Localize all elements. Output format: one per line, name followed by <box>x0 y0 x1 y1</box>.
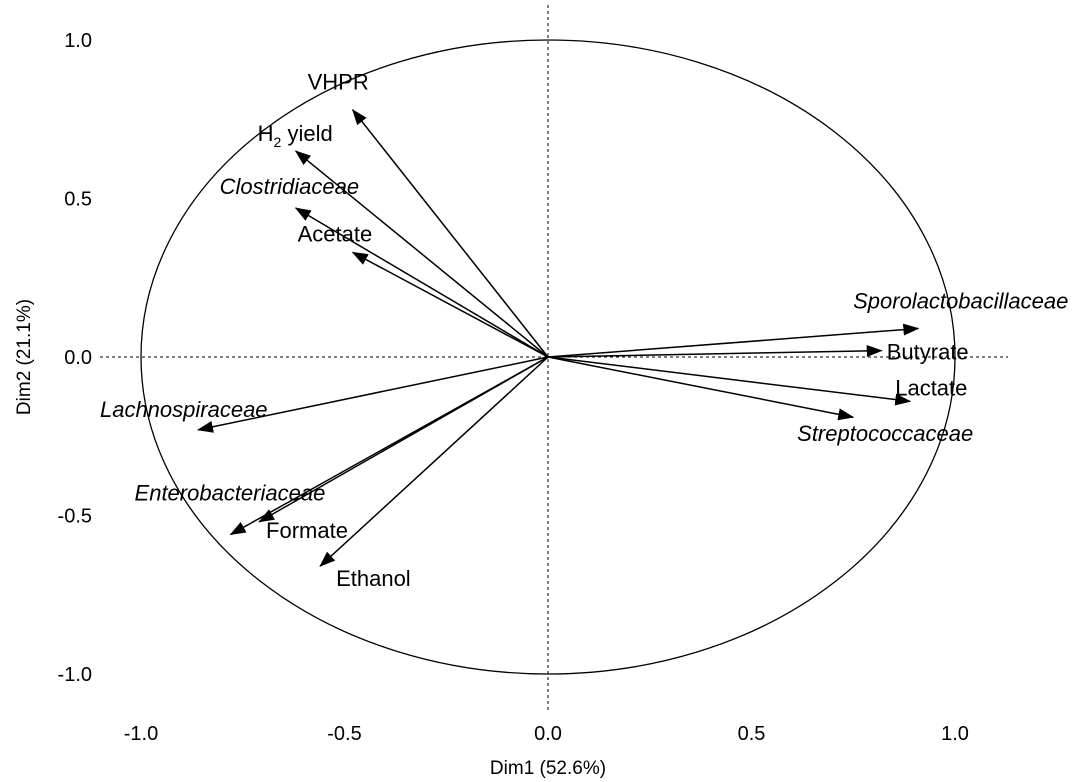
y-axis-title: Dim2 (21.1%) <box>14 299 35 415</box>
x-tick-label: -0.5 <box>327 723 361 745</box>
vector-arrow-butyrate <box>547 344 883 358</box>
reference-lines <box>100 5 1008 712</box>
vector-arrow-sporolactobacillaceae <box>547 323 920 358</box>
correlation-circle-group <box>140 39 956 675</box>
vector-arrow-formate <box>258 356 549 523</box>
x-tick-label: 0.5 <box>738 723 766 745</box>
axis-tick-labels: -1.0 -0.5 0.0 0.5 1.0 1.0 0.5 0.0 -0.5 -1.0 <box>58 30 969 745</box>
vector-label-streptococcaceae: Streptococcaceae <box>797 421 973 446</box>
vector-label-clostridiaceae: Clostridiaceae <box>220 174 359 199</box>
y-tick-label: 1.0 <box>64 30 92 52</box>
x-tick-label: 0.0 <box>534 723 562 745</box>
vector-label-lachnospiraceae: Lachnospiraceae <box>100 397 268 422</box>
x-tick-label: -1.0 <box>124 723 158 745</box>
vector-label-lactate: Lactate <box>895 375 967 400</box>
vector-arrow-acetate <box>351 251 549 358</box>
x-tick-label: 1.0 <box>941 723 969 745</box>
y-tick-label: -1.0 <box>58 664 92 686</box>
vector-arrow-ethanol <box>319 356 549 567</box>
x-axis-title: Dim1 (52.6%) <box>490 758 606 779</box>
variable-vectors <box>197 108 920 567</box>
correlation-circle <box>140 39 956 675</box>
vector-label-vhpr: VHPR <box>308 70 369 95</box>
y-tick-label: 0.5 <box>64 189 92 211</box>
vector-label-enterobacteriaceae: Enterobacteriaceae <box>135 481 326 506</box>
vector-label-sporolactobacillaceae: Sporolactobacillaceae <box>853 288 1068 313</box>
variable-labels: VHPR H2 yield Clostridiaceae Acetate Sporola… <box>100 70 1068 591</box>
y-tick-label: 0.0 <box>64 347 92 369</box>
vector-label-ethanol: Ethanol <box>336 566 411 591</box>
vector-label-butyrate: Butyrate <box>887 340 969 365</box>
vector-label-formate: Formate <box>266 518 348 543</box>
vector-arrow-lactate <box>547 356 912 406</box>
axis-titles: Dim1 (52.6%) Dim2 (21.1%) <box>14 299 606 779</box>
y-tick-label: -0.5 <box>58 506 92 528</box>
vector-arrow-streptococcaceae <box>547 356 855 421</box>
vector-arrow-lachnospiraceae <box>197 356 549 433</box>
vector-arrow-clostridiaceae <box>294 207 549 358</box>
vector-arrow-vhpr <box>352 108 549 358</box>
vector-label-h: H2 yield <box>258 121 333 150</box>
vector-label-acetate: Acetate <box>298 221 373 246</box>
vector-arrow-h <box>294 150 549 358</box>
